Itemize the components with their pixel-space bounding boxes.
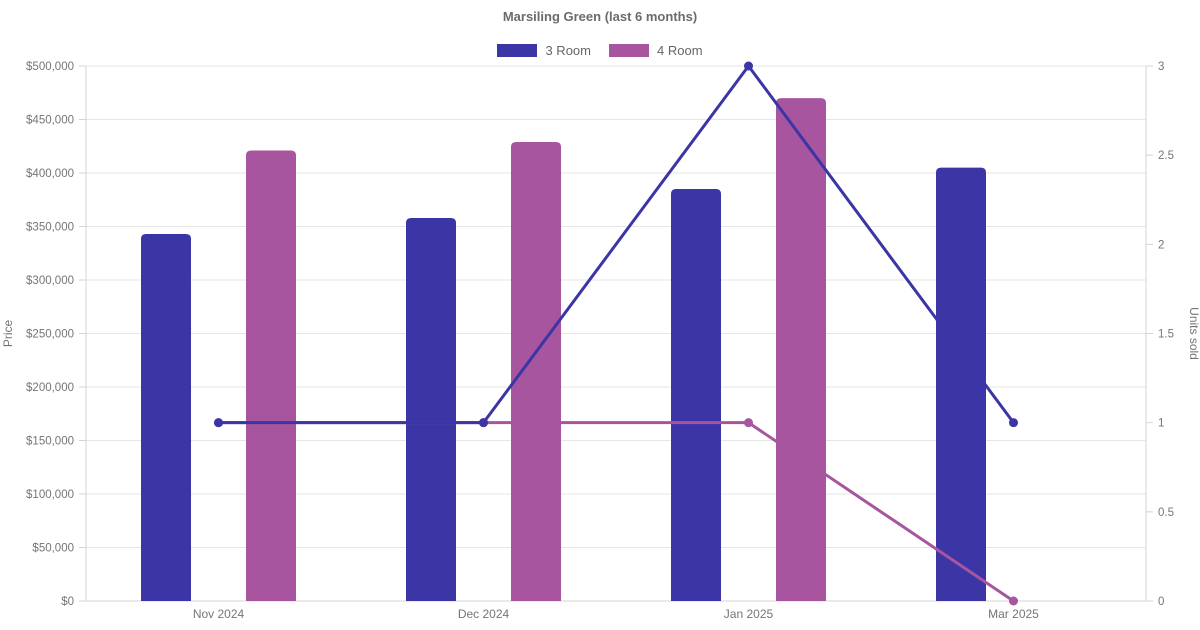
right-axis-tick-label: 1.5 [1158, 329, 1174, 341]
left-axis-tick-label: $100,000 [26, 489, 74, 501]
bar-3-room-mar-2025 [936, 167, 986, 601]
left-axis-tick-label: $0 [61, 596, 74, 608]
left-axis-tick-label: $350,000 [26, 222, 74, 234]
point-3-room-dec-2024 [479, 418, 488, 428]
legend-label-3-room: 3 Room [545, 42, 591, 58]
left-axis-tick-label: $400,000 [26, 168, 74, 180]
x-axis-label-nov-2024: Nov 2024 [193, 607, 245, 621]
legend-item-4-room: 4 Room [609, 43, 703, 58]
bar-3-room-jan-2025 [671, 189, 721, 602]
point-3-room-mar-2025 [1009, 418, 1018, 428]
right-axis-title: Units sold [1187, 307, 1200, 360]
bar-3-room-nov-2024 [141, 233, 191, 602]
left-axis-tick-label: $250,000 [26, 329, 74, 341]
right-axis-tick-label: 3 [1158, 61, 1164, 73]
x-axis-label-dec-2024: Dec 2024 [458, 607, 510, 621]
left-axis-tick-label: $50,000 [32, 543, 74, 555]
right-axis-tick-label: 1 [1158, 418, 1164, 430]
right-axis-tick-label: 2.5 [1158, 150, 1174, 162]
right-axis-tick-label: 2 [1158, 239, 1164, 251]
legend-label-4-room: 4 Room [657, 42, 703, 58]
bar-4-room-nov-2024 [246, 150, 296, 601]
bar-4-room-dec-2024 [511, 141, 561, 601]
legend-swatch-4-room [609, 43, 649, 57]
point-3-room-nov-2024 [214, 418, 223, 428]
legend-swatch-3-room [497, 43, 538, 57]
line-3-room [218, 63, 1015, 425]
left-axis-tick-label: $300,000 [26, 275, 74, 287]
point-4-room-mar-2025 [1009, 596, 1018, 606]
chart-title: Marsiling Green (last 6 months) [502, 9, 698, 24]
legend-item-3-room: 3 Room [497, 43, 591, 58]
right-axis-tick-label: 0 [1158, 596, 1164, 608]
left-axis-tick-label: $450,000 [26, 115, 74, 127]
left-axis-tick-label: $150,000 [26, 436, 74, 448]
point-3-room-jan-2025 [744, 61, 753, 71]
line-4-room [218, 421, 1015, 603]
bar-3-room-dec-2024 [406, 217, 456, 601]
left-axis-title: Price [1, 320, 15, 348]
point-4-room-jan-2025 [744, 418, 753, 428]
left-axis-tick-label: $500,000 [26, 61, 74, 73]
left-axis-tick-label: $200,000 [26, 382, 74, 394]
x-axis-label-mar-2025: Mar 2025 [988, 607, 1039, 621]
bar-4-room-jan-2025 [776, 98, 826, 601]
x-axis-label-jan-2025: Jan 2025 [724, 607, 774, 621]
right-axis-tick-label: 0.5 [1158, 507, 1174, 519]
chart-legend: 3 Room 4 Room [0, 42, 1200, 58]
